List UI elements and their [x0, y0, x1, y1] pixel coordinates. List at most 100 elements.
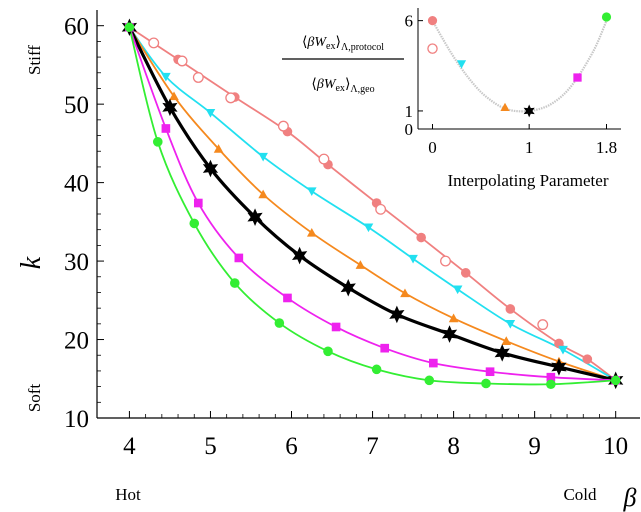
- data-point-orange: [400, 288, 410, 298]
- data-point-black: [389, 305, 405, 324]
- data-point-cyan: [205, 108, 216, 118]
- y-tick-label: 50: [64, 92, 89, 119]
- x-tick-label: 7: [366, 433, 379, 460]
- x-end-label-hot: Hot: [115, 485, 141, 504]
- series-line-green: [128, 27, 616, 386]
- data-point-cyan: [258, 152, 268, 162]
- inset-y-label-denominator: ⟨βWex⟩Λ,geo: [311, 77, 374, 95]
- x-tick-label: 4: [123, 433, 136, 460]
- data-point-salmon-filled: [554, 338, 564, 349]
- data-point-salmon-open: [537, 319, 549, 331]
- data-point-black: [202, 159, 219, 178]
- inset-y-tick-label: 0: [405, 120, 414, 139]
- x-tick-label: 5: [204, 433, 217, 460]
- data-point-green: [189, 218, 200, 229]
- data-point-salmon-open: [148, 37, 160, 49]
- data-point-magenta: [429, 358, 438, 368]
- data-point-orange: [501, 336, 512, 345]
- x-end-label-cold: Cold: [563, 485, 597, 504]
- data-point-green: [371, 364, 382, 375]
- inset-point-magenta: [573, 73, 582, 82]
- data-point-black: [162, 98, 178, 117]
- data-point-black: [441, 325, 458, 343]
- inset-y-tick-label: 1: [405, 102, 414, 121]
- main-frame: [96, 10, 640, 419]
- data-point-green: [546, 379, 556, 390]
- main-markers: [121, 18, 624, 390]
- data-point-magenta: [283, 293, 292, 303]
- x-tick-label: 9: [528, 433, 541, 460]
- data-point-magenta: [380, 343, 390, 353]
- y-tick-label: 10: [64, 406, 89, 433]
- data-point-cyan: [161, 72, 171, 82]
- data-point-salmon-filled: [505, 304, 516, 314]
- y-tick-label: 40: [64, 171, 89, 198]
- x-axis-label: β: [623, 483, 637, 512]
- inset-x-tick-label: 1.8: [596, 138, 617, 157]
- data-point-magenta: [331, 322, 341, 332]
- data-point-orange: [258, 189, 268, 199]
- inset-point-green: [601, 12, 612, 22]
- inset-y-tick-label: 6: [405, 12, 414, 31]
- data-point-cyan: [452, 285, 463, 295]
- data-point-magenta: [193, 198, 203, 208]
- data-point-salmon-open: [176, 55, 188, 67]
- data-point-salmon-filled: [416, 232, 426, 243]
- inset-markers: [427, 12, 612, 118]
- data-point-cyan: [363, 223, 374, 233]
- data-point-magenta: [485, 367, 495, 377]
- data-point-green: [124, 22, 135, 33]
- data-point-salmon-open: [192, 72, 204, 83]
- data-point-salmon-open: [440, 255, 451, 267]
- y-tick-label: 20: [64, 328, 89, 355]
- data-point-green: [152, 137, 163, 147]
- data-point-salmon-open: [375, 203, 387, 215]
- data-point-green: [610, 375, 621, 386]
- data-point-green: [424, 375, 435, 386]
- y-tick-label: 30: [64, 249, 89, 276]
- y-end-label-soft: Soft: [25, 384, 44, 413]
- inset-point-orange: [500, 102, 510, 112]
- data-point-cyan: [306, 187, 317, 197]
- inset-point-salmon-filled: [427, 16, 438, 26]
- data-point-green: [323, 346, 333, 357]
- data-point-black: [247, 208, 263, 226]
- inset-frame: [417, 8, 621, 130]
- x-tick-label: 10: [603, 433, 628, 460]
- data-point-salmon-filled: [460, 268, 471, 278]
- main-curves: [127, 26, 617, 386]
- data-point-salmon-filled: [582, 354, 593, 364]
- data-point-cyan: [505, 320, 516, 329]
- data-point-magenta: [161, 124, 171, 133]
- data-point-black: [551, 358, 567, 376]
- data-point-cyan: [558, 345, 568, 355]
- inset-y-label-numerator: ⟨βWex⟩Λ,protocol: [302, 35, 384, 53]
- inset-x-axis-label: Interpolating Parameter: [448, 171, 609, 190]
- inset-point-black: [523, 104, 535, 118]
- x-tick-label: 8: [447, 433, 460, 460]
- data-point-cyan: [408, 254, 418, 264]
- data-point-green: [481, 378, 491, 389]
- data-point-green: [274, 318, 285, 328]
- series-line-orange: [128, 26, 616, 382]
- data-point-black: [494, 344, 510, 362]
- data-point-orange: [448, 313, 459, 323]
- data-point-salmon-open: [277, 120, 289, 132]
- inset-point-cyan: [456, 60, 467, 69]
- data-point-salmon-open: [225, 92, 237, 104]
- data-point-black: [340, 278, 356, 297]
- x-tick-label: 6: [285, 433, 298, 460]
- inset-y-axis-label: ⟨βWex⟩Λ,protocol ⟨βWex⟩Λ,geo: [282, 35, 404, 95]
- data-point-orange: [355, 260, 366, 269]
- data-point-green: [229, 278, 240, 288]
- data-point-magenta: [546, 372, 556, 382]
- data-point-orange: [306, 228, 317, 237]
- inset-point-salmon-open: [427, 43, 438, 54]
- data-point-salmon-open: [318, 153, 330, 165]
- data-point-magenta: [234, 253, 244, 263]
